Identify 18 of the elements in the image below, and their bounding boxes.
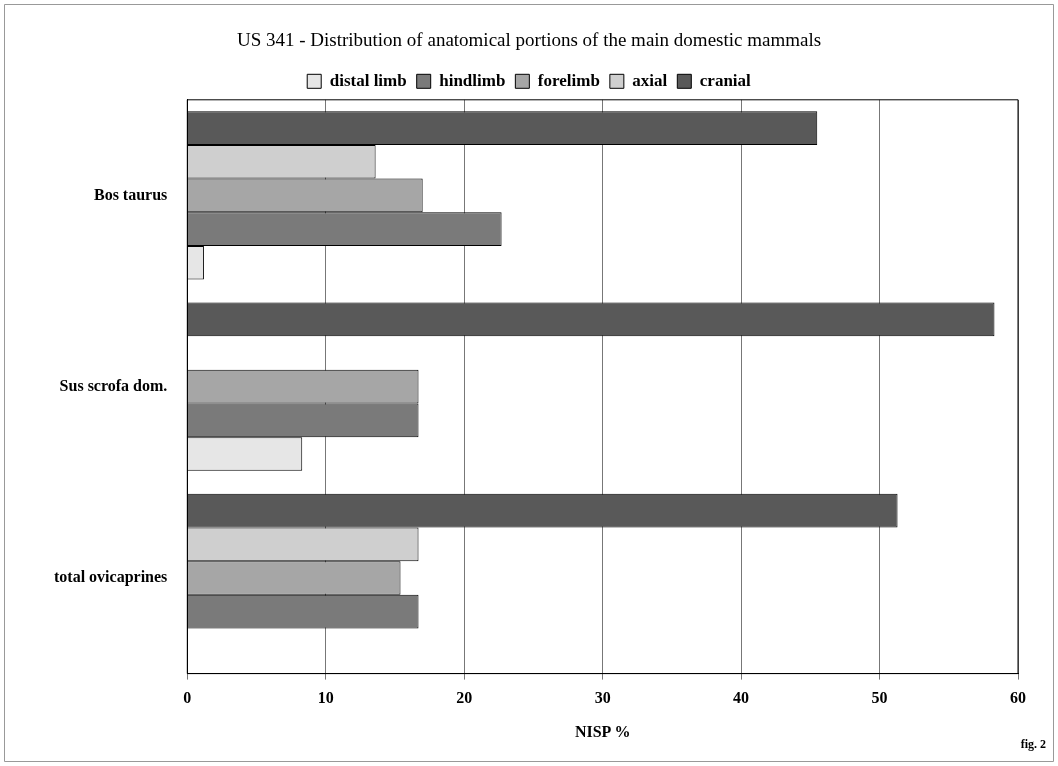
- legend-label: distal limb: [329, 70, 407, 90]
- x-tick-label: 20: [456, 689, 473, 707]
- y-tick-label: Sus scrofa dom.: [59, 376, 168, 394]
- y-tick-label: Bos taurus: [93, 185, 168, 203]
- x-tick-label: 30: [594, 689, 611, 707]
- y-tick-label: total ovicaprines: [53, 568, 168, 587]
- x-tick-label: 10: [317, 689, 334, 707]
- legend-label: hindlimb: [439, 70, 506, 90]
- legend-label: axial: [632, 70, 668, 90]
- legend-label: forelimb: [537, 70, 600, 90]
- x-tick-label: 60: [1010, 689, 1026, 707]
- x-tick-label: 0: [183, 689, 192, 707]
- x-tick-label: 40: [733, 689, 750, 707]
- caption: fig. 2: [1020, 737, 1046, 752]
- x-axis-title: NISP %: [574, 722, 631, 740]
- x-tick-label: 50: [871, 689, 888, 707]
- chart-title: US 341 - Distribution of anatomical portions of the main domestic mammals: [236, 29, 822, 51]
- legend-label: cranial: [699, 70, 752, 90]
